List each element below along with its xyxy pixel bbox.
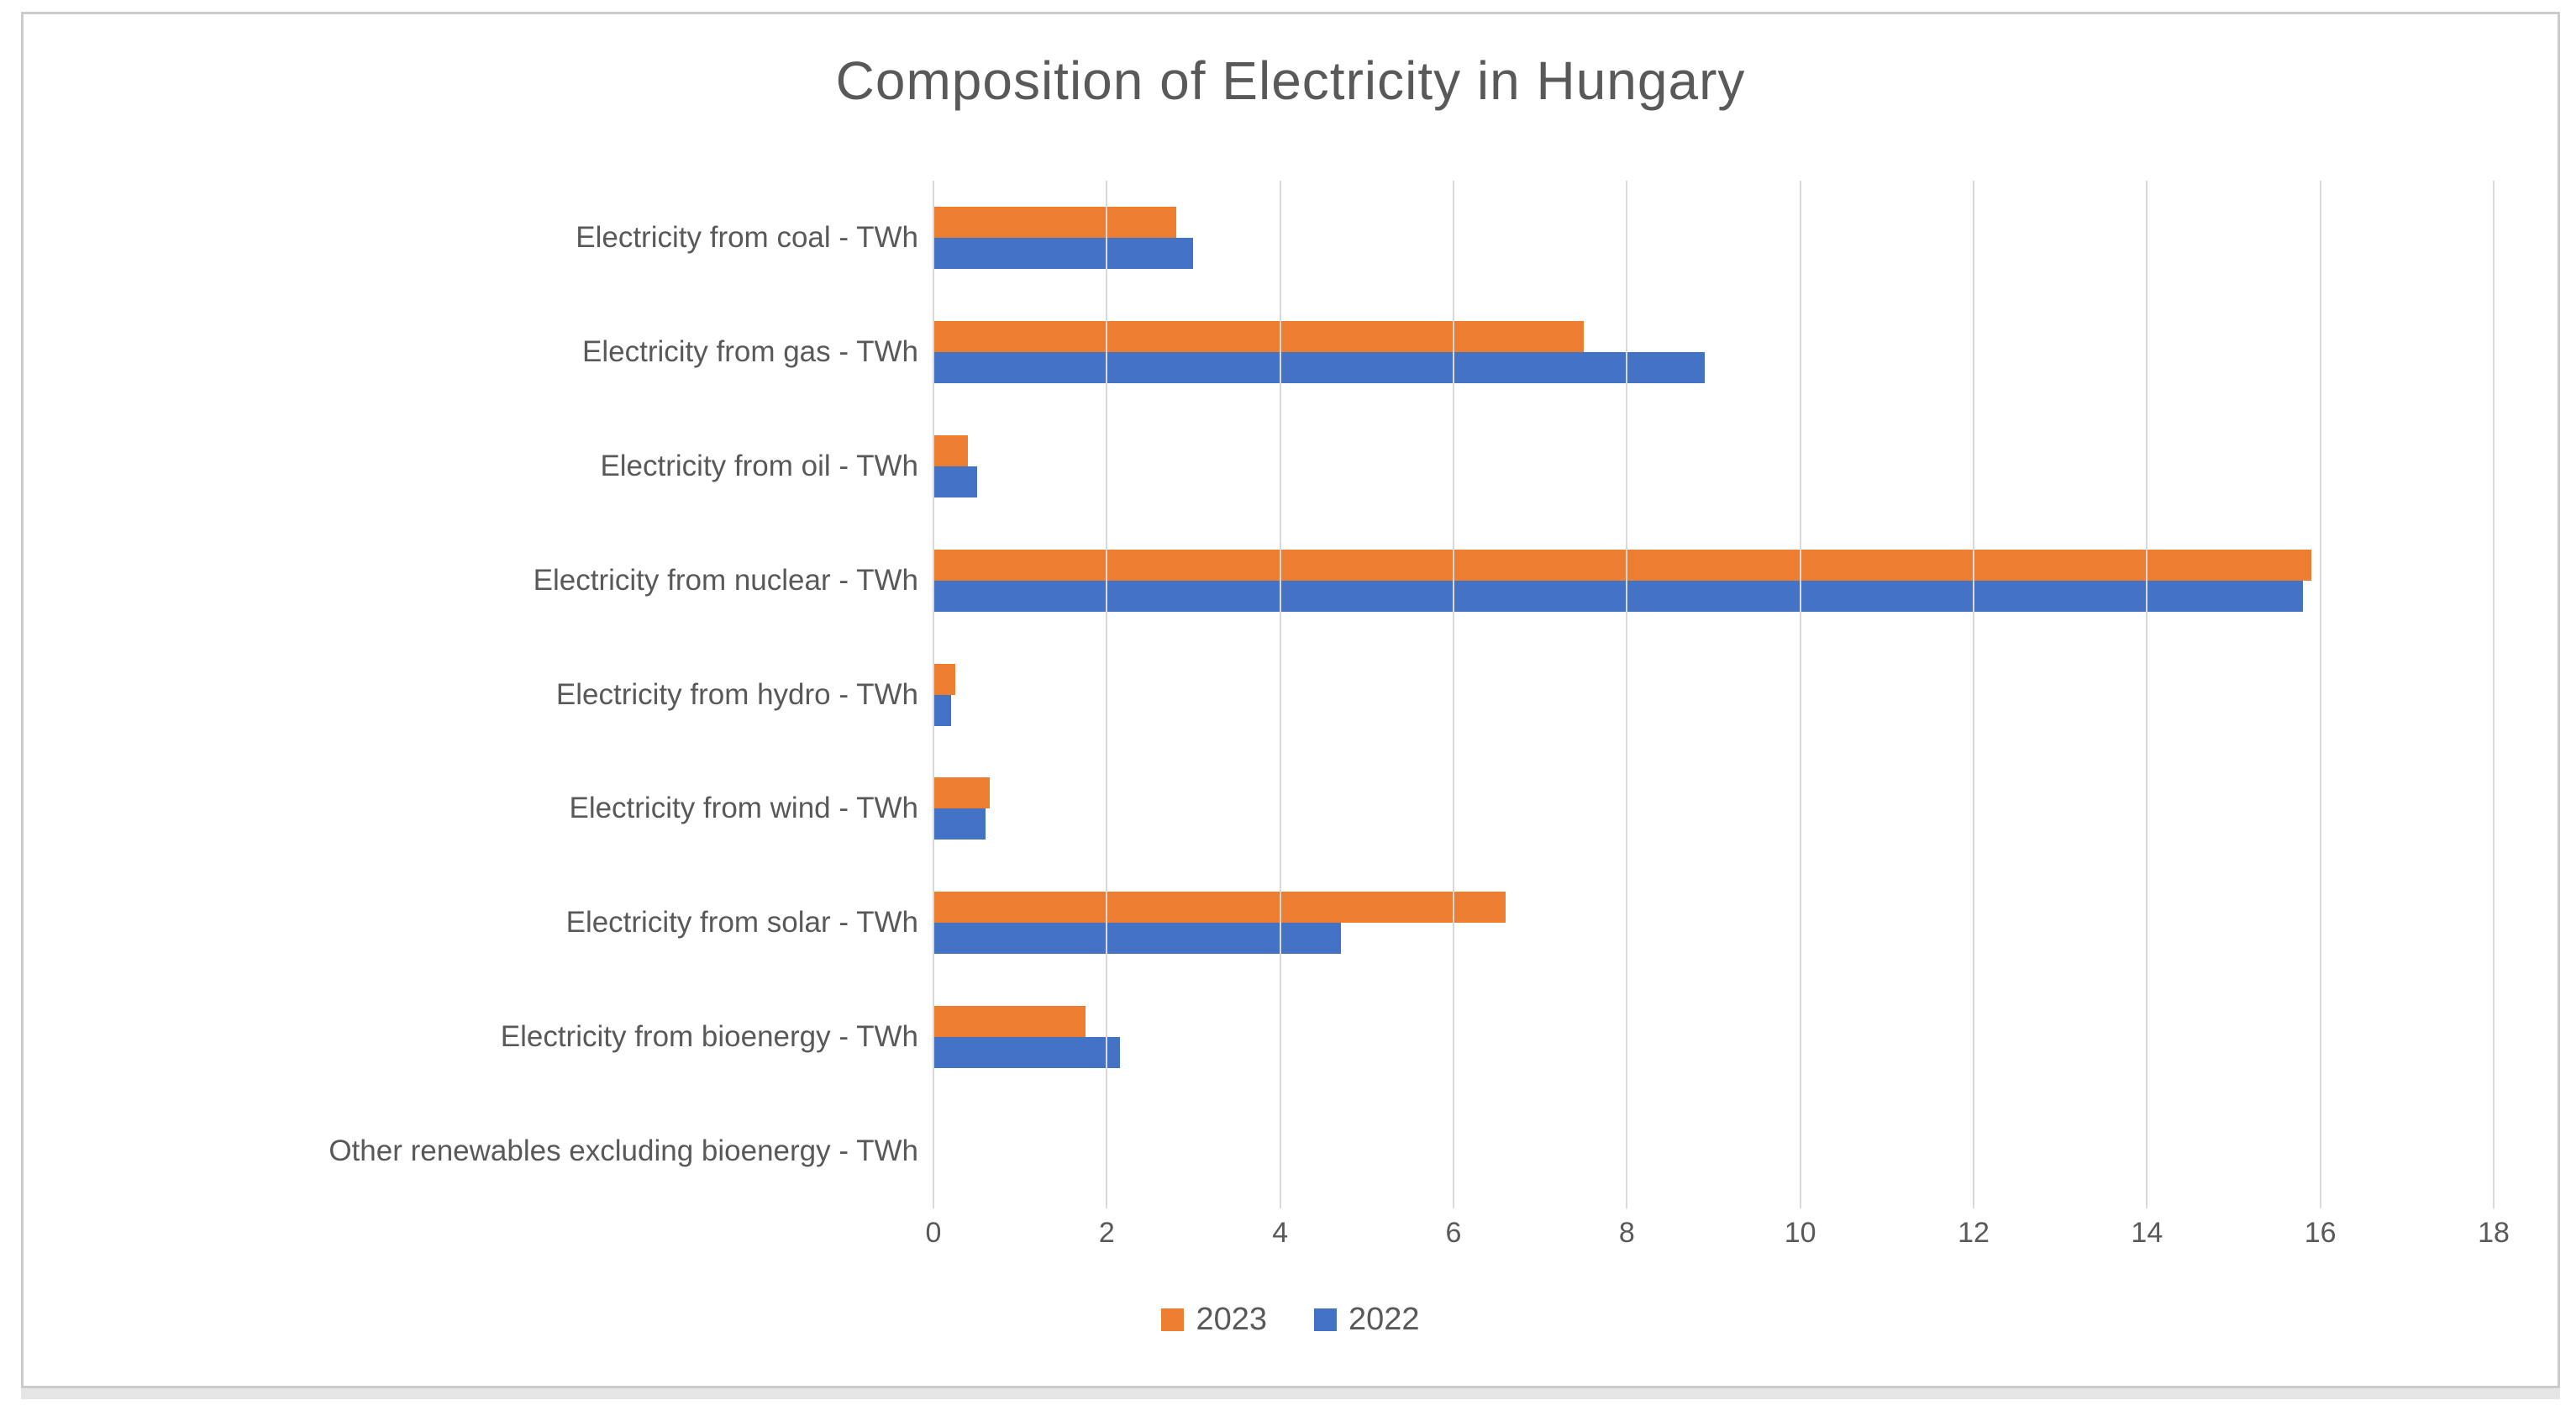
legend-label: 2023 (1196, 1302, 1267, 1337)
gridline (933, 181, 934, 1208)
category-label: Electricity from hydro - TWh (555, 677, 918, 711)
bar-row (933, 1094, 2494, 1208)
bar-2023 (933, 892, 1506, 924)
category-label: Electricity from gas - TWh (582, 334, 918, 368)
category-label: Electricity from solar - TWh (565, 906, 918, 940)
bar-2023 (933, 206, 1176, 238)
category-label: Other renewables excluding bioenergy - T… (329, 1134, 918, 1168)
bar-row (933, 638, 2494, 752)
bar-2023 (933, 663, 955, 695)
bar-2022 (933, 923, 1341, 955)
x-tick-label: 6 (1445, 1217, 1462, 1249)
bar-row (933, 751, 2494, 866)
x-axis: 0 2 4 6 8 10 12 14 16 18 (926, 1217, 2510, 1259)
legend-swatch-2023 (1161, 1308, 1185, 1331)
x-tick-label: 8 (1618, 1217, 1635, 1249)
gridline (1452, 181, 1454, 1208)
category-label: Electricity from oil - TWh (600, 449, 918, 482)
bar-2022 (933, 808, 986, 840)
legend-label: 2022 (1348, 1302, 1420, 1337)
gridline (2493, 181, 2495, 1208)
bar-row (933, 409, 2494, 524)
x-tick-label: 18 (2478, 1217, 2510, 1249)
gridline (2146, 181, 2148, 1208)
category-label: Electricity from coal - TWh (576, 220, 918, 254)
category-label: Electricity from bioenergy - TWh (500, 1020, 918, 1054)
gridline (1279, 181, 1281, 1208)
gridline (1972, 181, 1974, 1208)
category-axis: Electricity from coal - TWh Electricity f… (24, 181, 918, 1208)
bottom-strip (21, 1388, 2560, 1399)
bar-row (933, 524, 2494, 638)
plot-area (933, 181, 2495, 1208)
bar-2023 (933, 434, 969, 466)
gridline (1106, 181, 1108, 1208)
x-tick-label: 4 (1272, 1217, 1289, 1249)
bar-2023 (933, 320, 1584, 352)
legend: 2023 2022 (24, 1302, 2558, 1338)
gridline (1626, 181, 1628, 1208)
bar-2022 (933, 580, 2304, 612)
category-label: Electricity from nuclear - TWh (533, 563, 918, 597)
bar-row (933, 866, 2494, 980)
gridline (2319, 181, 2321, 1208)
bar-2023 (933, 777, 991, 809)
x-tick-label: 16 (2304, 1217, 2337, 1249)
bar-2022 (933, 694, 951, 726)
bar-row (933, 295, 2494, 409)
legend-item-2022: 2022 (1314, 1302, 1420, 1338)
x-tick-label: 10 (1784, 1217, 1816, 1249)
x-tick-label: 0 (925, 1217, 942, 1249)
chart-title: Composition of Electricity in Hungary (835, 50, 1746, 111)
bar-2022 (933, 351, 1706, 383)
gridline (1799, 181, 1801, 1208)
bar-2023 (933, 549, 2312, 581)
legend-swatch-2022 (1314, 1308, 1337, 1331)
bar-2022 (933, 466, 977, 497)
x-tick-label: 12 (1958, 1217, 1990, 1249)
legend-item-2023: 2023 (1161, 1302, 1267, 1338)
x-tick-label: 14 (2131, 1217, 2163, 1249)
bar-row (933, 181, 2494, 295)
category-label: Electricity from wind - TWh (569, 792, 918, 825)
bar-rows (933, 181, 2494, 1208)
bar-2023 (933, 1006, 1086, 1038)
bar-2022 (933, 1037, 1120, 1069)
chart-card: Composition of Electricity in Hungary El… (21, 12, 2560, 1388)
x-tick-label: 2 (1098, 1217, 1115, 1249)
bar-2022 (933, 237, 1194, 269)
bar-row (933, 980, 2494, 1094)
